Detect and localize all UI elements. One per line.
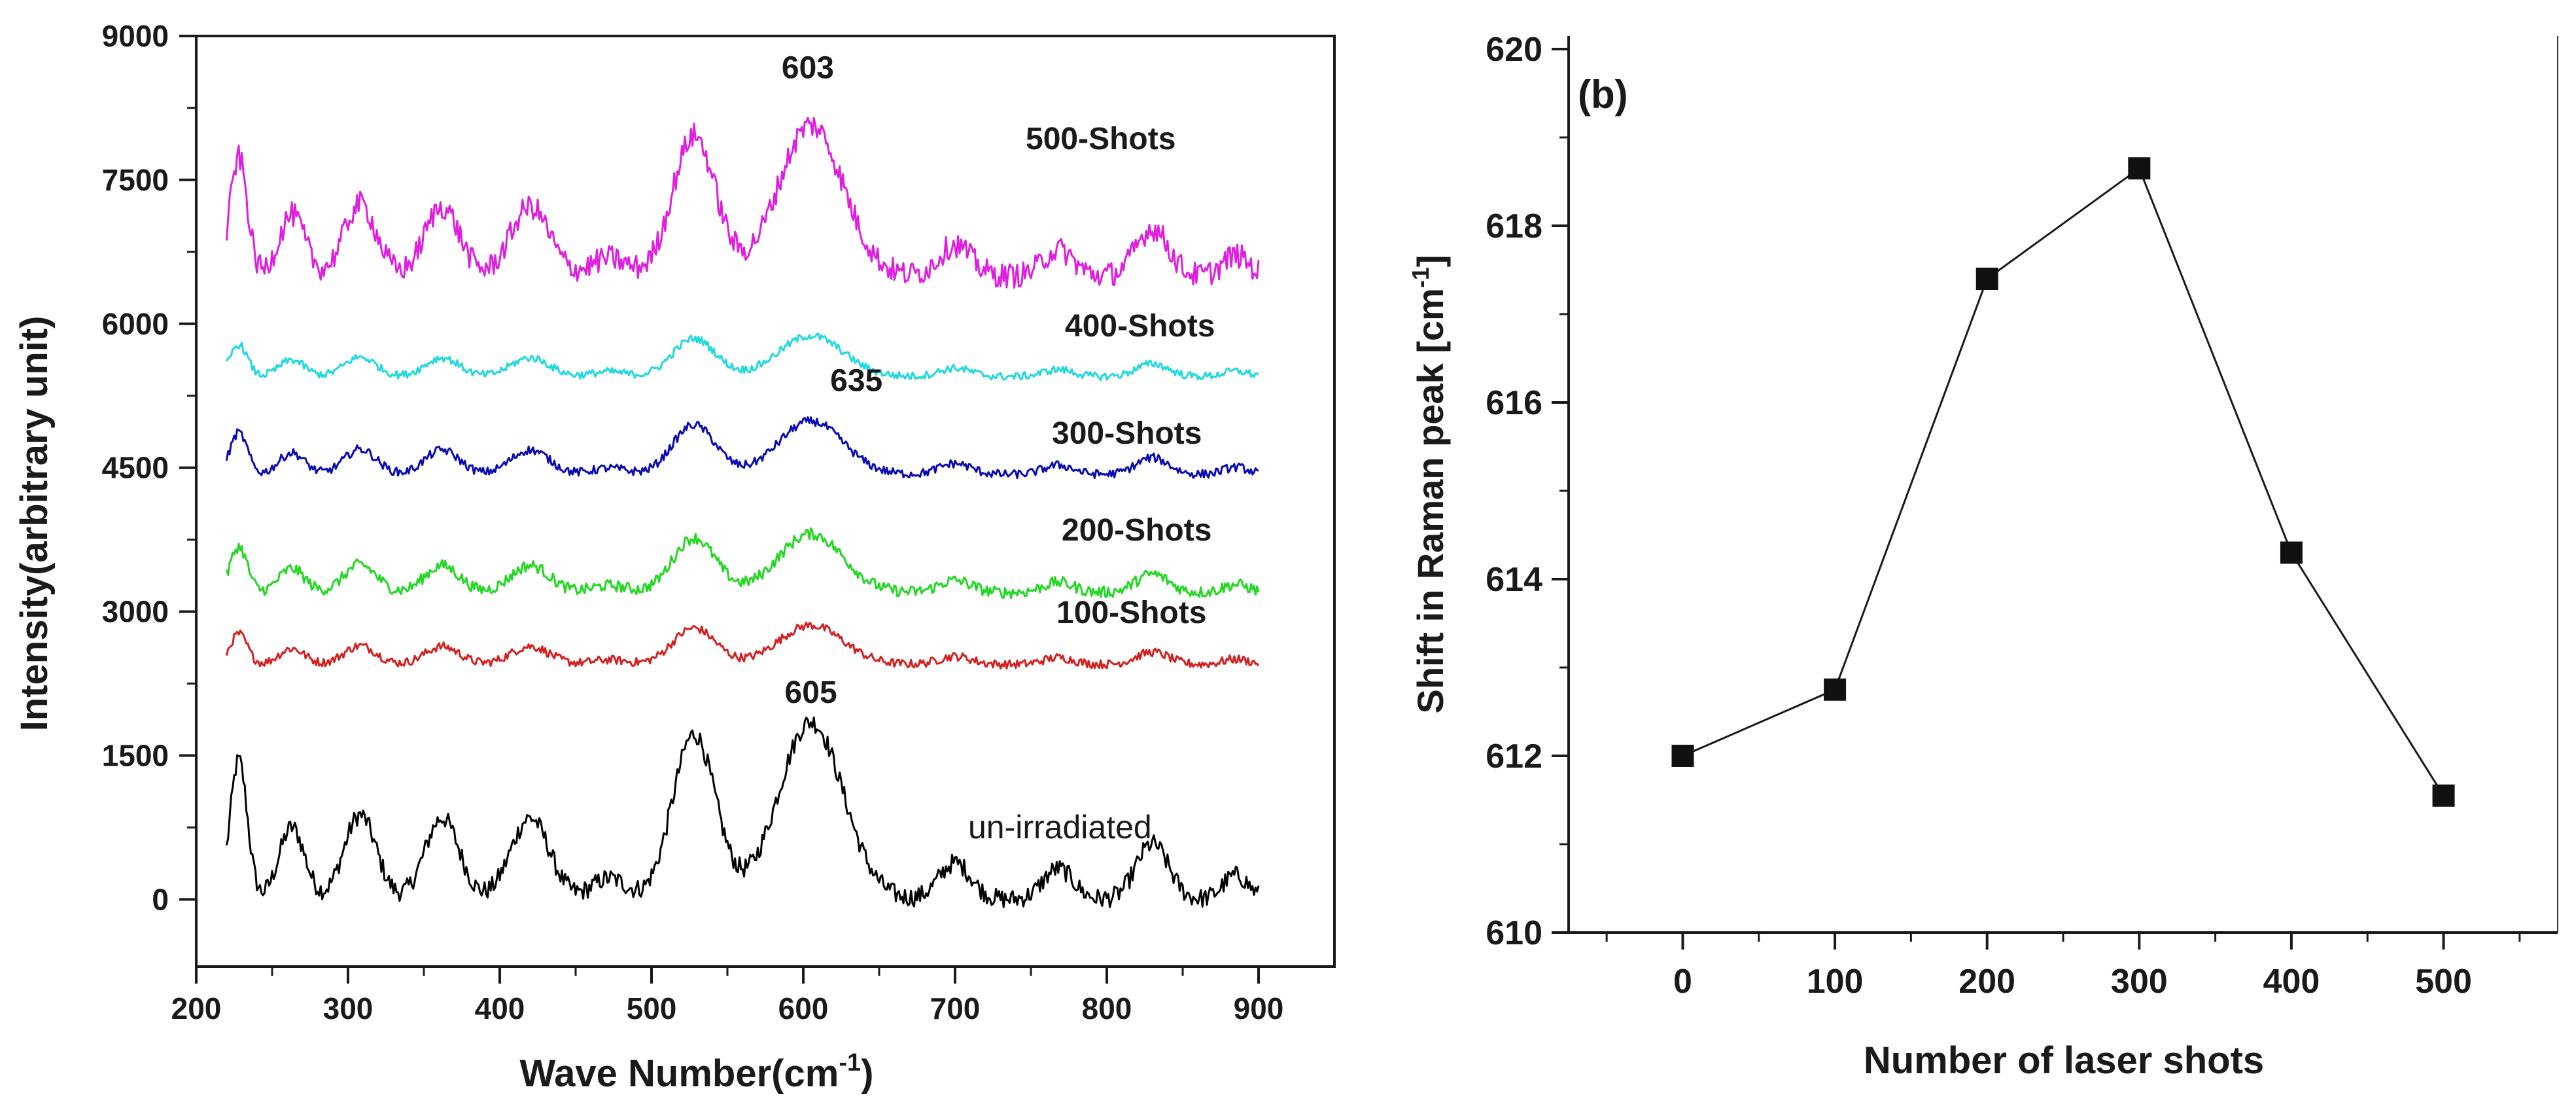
peak-annotations: 605 635 603 (782, 51, 882, 710)
series-line-200-shots (225, 527, 1260, 599)
series-label-400-shots: 400-Shots (1065, 309, 1215, 344)
series-label-200-shots: 200-Shots (1062, 513, 1211, 548)
x-tick-label-b-500: 500 (2415, 963, 2472, 1001)
x-tick-label-b-100: 100 (1807, 963, 1864, 1001)
y-tick-label-a-1500: 1500 (102, 738, 169, 772)
shift-point-400 (2280, 541, 2303, 564)
series-line-400-shots (226, 332, 1259, 382)
x-tick-label-a-600: 600 (778, 991, 829, 1025)
series-line-un-irradiated (225, 716, 1260, 908)
x-tick-label-b-400: 400 (2263, 963, 2320, 1001)
y-tick-label-b-618: 618 (1486, 207, 1542, 245)
x-tick-label-a-500: 500 (627, 991, 677, 1025)
y-tick-label-a-6000: 6000 (102, 307, 169, 341)
shift-point-300 (2128, 157, 2151, 180)
y-tick-label-a-4500: 4500 (102, 451, 169, 485)
series-labels: un-irradiated 100-Shots 200-Shots 300-Shots… (968, 122, 1215, 846)
y-tick-label-a-0: 0 (152, 882, 169, 916)
y-axis-ticks-a: 0 1500 3000 4500 6000 7500 9000 (102, 19, 196, 916)
x-tick-label-a-700: 700 (930, 991, 981, 1025)
panel-label-b: (b) (1578, 73, 1628, 116)
x-tick-label-a-900: 900 (1234, 991, 1284, 1025)
series-label-500-shots: 500-Shots (1026, 122, 1175, 156)
plot-frame-a (195, 35, 1336, 968)
shift-point-100 (1824, 678, 1847, 701)
series-line-300-shots (225, 416, 1259, 480)
x-axis-ticks-b: 0 100 200 300 400 500 (1605, 933, 2521, 1001)
shift-points (1671, 157, 2455, 807)
series-line-500-shots (225, 116, 1260, 289)
y-tick-label-a-7500: 7500 (102, 163, 169, 197)
x-axis-label-a: Wave Number(cm-1) (520, 1049, 874, 1095)
x-tick-label-a-800: 800 (1082, 991, 1132, 1025)
shift-point-200 (1976, 268, 1998, 290)
x-axis-label-b: Number of laser shots (1864, 1039, 2264, 1082)
shift-polyline (1682, 166, 2445, 796)
y-tick-label-a-3000: 3000 (102, 595, 169, 629)
shift-line (1682, 166, 2445, 796)
shift-point-500 (2432, 784, 2455, 807)
y-axis-label-a: Intensity(arbitrary unit) (13, 316, 56, 732)
raman-spectra-panel: 200 300 400 500 600 700 800 900 0 1500 3000 4500 60… (13, 19, 1336, 1095)
series-line-100-shots (225, 621, 1260, 670)
x-tick-label-b-200: 200 (1958, 963, 2015, 1001)
peak-annotation-635: 635 (830, 363, 882, 398)
x-tick-label-b-0: 0 (1673, 963, 1692, 1001)
x-tick-label-a-400: 400 (475, 991, 525, 1025)
peak-annotation-605: 605 (785, 675, 837, 710)
y-axis-label-b: Shift in Raman peak [cm-1] (1407, 255, 1451, 713)
series-label-300-shots: 300-Shots (1052, 416, 1202, 451)
y-axis-ticks-b: 610 612 614 616 618 620 (1486, 31, 1569, 952)
x-tick-label-a-200: 200 (171, 991, 222, 1025)
y-tick-label-b-614: 614 (1486, 561, 1542, 599)
x-tick-label-a-300: 300 (323, 991, 374, 1025)
x-tick-label-b-300: 300 (2111, 963, 2168, 1001)
y-tick-label-b-610: 610 (1486, 914, 1542, 952)
series-label-100-shots: 100-Shots (1056, 596, 1206, 630)
spectra-series (225, 116, 1260, 908)
y-tick-label-a-9000: 9000 (102, 19, 169, 53)
y-tick-label-b-616: 616 (1486, 384, 1542, 422)
x-axis-ticks-a: 200 300 400 500 600 700 800 900 (171, 967, 1284, 1025)
peak-annotation-603: 603 (782, 51, 834, 86)
y-tick-label-b-612: 612 (1486, 738, 1542, 775)
y-tick-label-b-620: 620 (1486, 31, 1542, 69)
shift-point-0 (1671, 745, 1694, 767)
series-label-un-irradiated: un-irradiated (968, 809, 1152, 846)
